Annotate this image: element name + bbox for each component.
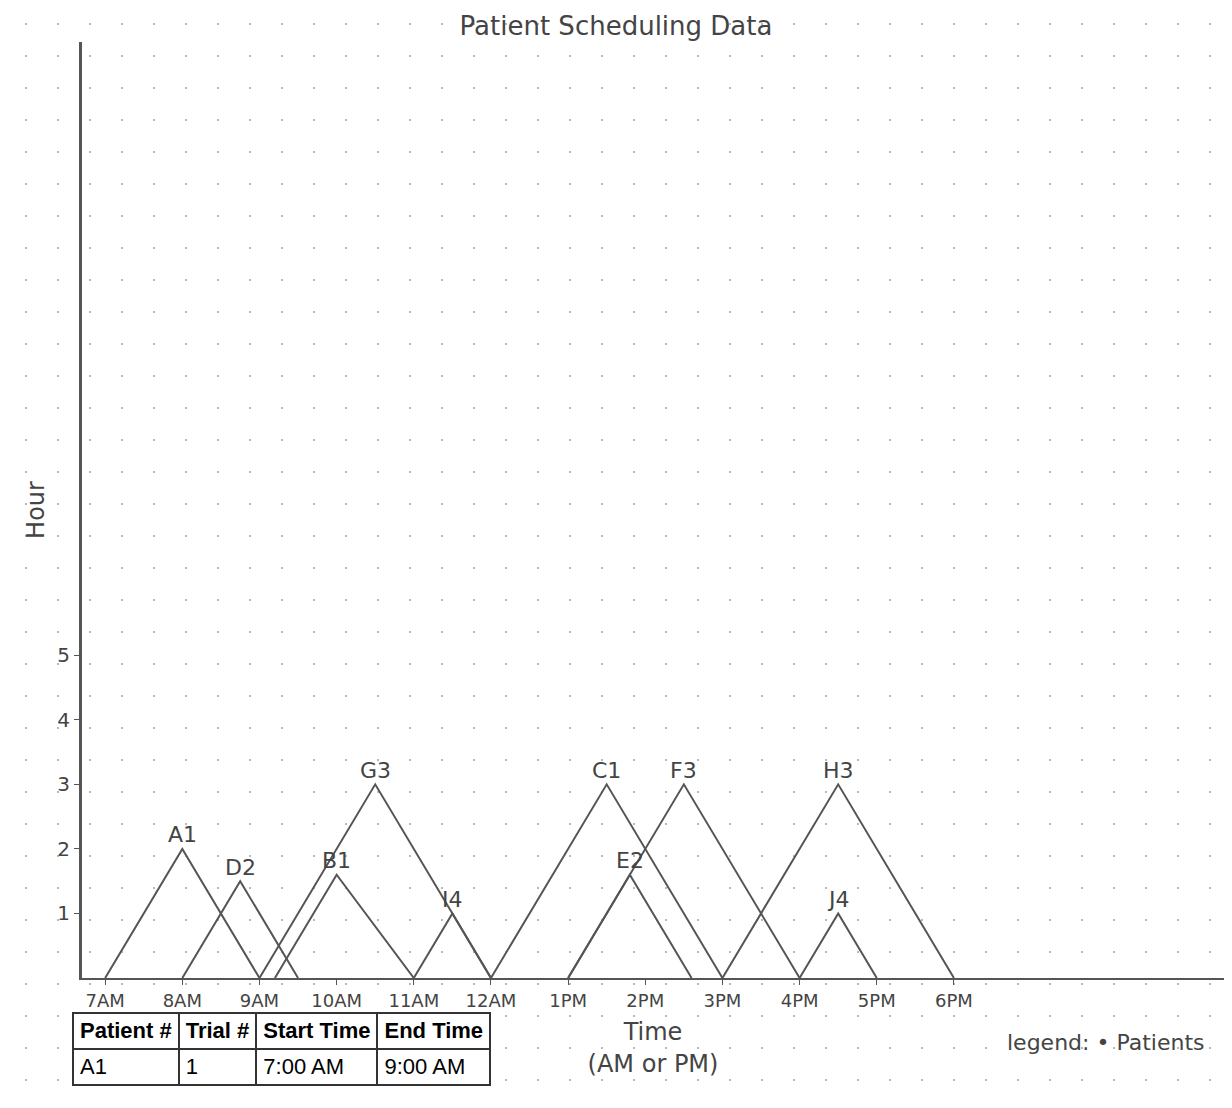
- svg-text:E2: E2: [616, 848, 644, 873]
- svg-text:legend: • Patients: legend: • Patients: [1007, 1030, 1205, 1055]
- svg-text:D2: D2: [225, 855, 256, 880]
- svg-text:4: 4: [57, 708, 70, 732]
- svg-text:2PM: 2PM: [626, 990, 664, 1011]
- svg-text:1PM: 1PM: [549, 990, 587, 1011]
- svg-text:Patient Scheduling Data: Patient Scheduling Data: [460, 11, 773, 41]
- svg-text:J4: J4: [827, 887, 850, 912]
- html-text:A1: A1: [80, 1054, 107, 1079]
- html-text:End Time: End Time: [384, 1018, 484, 1043]
- svg-text:B1: B1: [322, 848, 351, 873]
- html-text:7:00 AM: 7:00 AM: [263, 1054, 344, 1079]
- html-text:9:00 AM: 9:00 AM: [384, 1054, 466, 1079]
- svg-text:G3: G3: [360, 758, 391, 783]
- svg-text:7AM: 7AM: [86, 990, 125, 1011]
- svg-text:Hour: Hour: [22, 481, 50, 539]
- svg-text:9AM: 9AM: [240, 990, 279, 1011]
- svg-text:5: 5: [57, 643, 70, 667]
- svg-text:H3: H3: [823, 758, 854, 783]
- svg-text:12AM: 12AM: [466, 990, 517, 1011]
- svg-text:8AM: 8AM: [163, 990, 202, 1011]
- svg-text:6PM: 6PM: [935, 990, 973, 1011]
- svg-text:5PM: 5PM: [858, 990, 896, 1011]
- svg-text:11AM: 11AM: [388, 990, 439, 1011]
- svg-text:2: 2: [57, 837, 70, 861]
- svg-text:C1: C1: [592, 758, 621, 783]
- svg-text:I4: I4: [442, 887, 463, 912]
- svg-text:10AM: 10AM: [311, 990, 362, 1011]
- svg-text:3PM: 3PM: [704, 990, 742, 1011]
- html-text:1: 1: [185, 1054, 198, 1079]
- svg-text:F3: F3: [670, 758, 697, 783]
- html-text:Patient #: Patient #: [80, 1018, 172, 1043]
- html-text:Start Time: Start Time: [263, 1018, 371, 1043]
- svg-text:Time(AM or PM): Time(AM or PM): [588, 1018, 719, 1077]
- svg-text:4PM: 4PM: [781, 990, 819, 1011]
- html-text:Trial #: Trial #: [185, 1018, 250, 1043]
- svg-text:1: 1: [57, 901, 70, 925]
- svg-text:3: 3: [57, 772, 70, 796]
- svg-text:A1: A1: [168, 822, 197, 847]
